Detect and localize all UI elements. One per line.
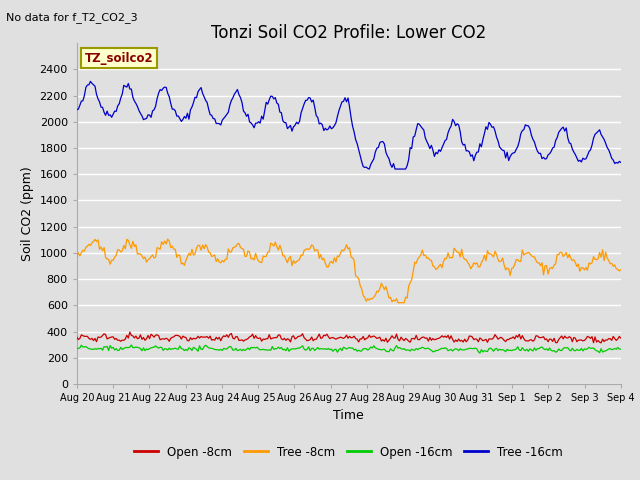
X-axis label: Time: Time: [333, 408, 364, 421]
Legend: Open -8cm, Tree -8cm, Open -16cm, Tree -16cm: Open -8cm, Tree -8cm, Open -16cm, Tree -…: [130, 441, 568, 463]
Y-axis label: Soil CO2 (ppm): Soil CO2 (ppm): [21, 166, 34, 261]
Title: Tonzi Soil CO2 Profile: Lower CO2: Tonzi Soil CO2 Profile: Lower CO2: [211, 24, 486, 42]
Text: TZ_soilco2: TZ_soilco2: [85, 52, 154, 65]
Text: No data for f_T2_CO2_3: No data for f_T2_CO2_3: [6, 12, 138, 23]
